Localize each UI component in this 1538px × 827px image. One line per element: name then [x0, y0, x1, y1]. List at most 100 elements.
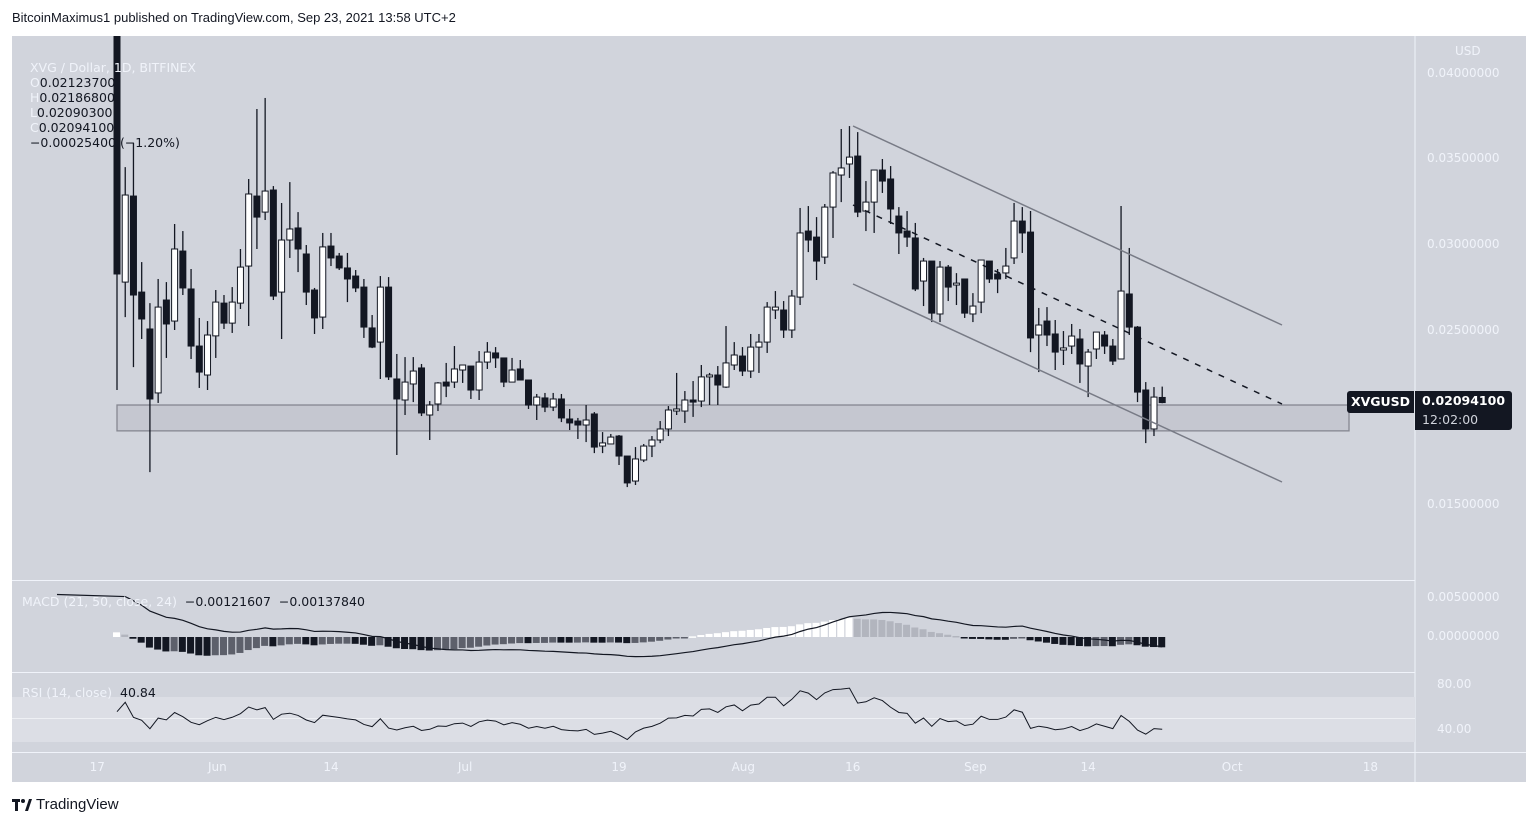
macd-histogram-bar	[837, 618, 845, 637]
macd-histogram-bar	[598, 637, 606, 643]
candle	[113, 36, 121, 391]
macd-histogram-bar	[565, 637, 573, 643]
macd-histogram-bar	[1059, 637, 1067, 645]
macd-title[interactable]: MACD (21, 50, close, 24)	[22, 594, 177, 609]
candle	[1059, 331, 1067, 366]
candle	[1125, 247, 1133, 336]
macd-histogram-bar	[927, 631, 935, 637]
candle-body	[689, 399, 697, 403]
candle	[1142, 382, 1150, 444]
channel-midline-dashed[interactable]	[852, 204, 1283, 405]
macd-histogram-bar	[1034, 637, 1042, 642]
rsi-tick: 80.00	[1437, 677, 1472, 691]
candle	[1035, 307, 1043, 373]
candle-body	[1027, 231, 1035, 339]
candle-body	[434, 382, 442, 405]
time-tick: 14	[1080, 760, 1096, 774]
candle	[837, 128, 845, 203]
macd-histogram-bar	[195, 637, 203, 656]
macd-histogram-bar	[187, 637, 195, 654]
candle	[952, 273, 960, 306]
macd-histogram-bar	[244, 637, 252, 651]
candle	[689, 381, 697, 417]
time-tick: Sep	[964, 760, 987, 774]
channel-lower-line[interactable]	[852, 283, 1283, 483]
rsi-band	[12, 697, 1415, 742]
close-value: 0.02094100	[38, 120, 115, 135]
candle	[1092, 331, 1100, 359]
macd-histogram-bar	[615, 637, 623, 643]
candle	[788, 290, 796, 338]
candle	[475, 351, 483, 401]
candle	[920, 257, 928, 307]
candle	[212, 290, 220, 358]
candle-body	[936, 266, 944, 315]
candle-body	[1125, 293, 1133, 328]
candle-body	[837, 167, 845, 176]
macd-histogram-bar	[968, 637, 976, 639]
candle-body	[1068, 335, 1076, 347]
candle-body	[615, 435, 623, 457]
candles-group	[113, 36, 1166, 488]
candle	[804, 206, 812, 253]
candle-body	[1101, 334, 1109, 347]
candle-body	[525, 379, 532, 406]
candle	[648, 436, 656, 458]
candle	[1158, 386, 1166, 404]
candle	[442, 362, 450, 398]
symbol-title[interactable]: XVG / Dollar, 1D, BITFINEX	[29, 60, 196, 75]
candle	[780, 301, 788, 338]
candle-body	[1150, 396, 1158, 430]
macd-histogram-bar	[1158, 637, 1166, 648]
ohlc-legend: XVG / Dollar, 1D, BITFINEX O0.02123700 H…	[22, 45, 200, 150]
candle-body	[204, 334, 212, 376]
macd-histogram-bar	[491, 637, 499, 645]
candle	[615, 435, 623, 466]
candle-body	[862, 201, 870, 212]
candle-body	[212, 301, 220, 337]
candle-body	[442, 381, 450, 387]
macd-histogram-bar	[590, 637, 598, 643]
candle-body	[944, 266, 952, 288]
macd-histogram-bar	[516, 637, 524, 644]
candle	[253, 108, 261, 249]
candle-body	[961, 278, 969, 314]
time-tick: Jul	[457, 760, 473, 774]
candle-body	[788, 295, 796, 331]
macd-tick: 0.00500000	[1427, 590, 1500, 604]
macd-histogram-bar	[672, 637, 680, 639]
candle-body	[1134, 326, 1142, 393]
candle	[730, 342, 738, 371]
candle	[738, 347, 746, 377]
macd-histogram-bar	[557, 637, 565, 643]
candle	[796, 207, 804, 306]
candle	[821, 203, 829, 264]
candle	[483, 342, 491, 369]
candle-body	[533, 396, 541, 406]
candle	[829, 171, 837, 238]
candle	[426, 401, 434, 441]
macd-legend: MACD (21, 50, close, 24) −0.00121607 −0.…	[22, 594, 365, 609]
rsi-title[interactable]: RSI (14, close)	[22, 685, 113, 700]
macd-histogram-bar	[763, 628, 771, 637]
macd-histogram-bar	[433, 637, 441, 651]
macd-histogram-bar	[1001, 637, 1009, 640]
candle-body	[1051, 333, 1059, 353]
macd-histogram-bar	[384, 637, 392, 647]
candle	[640, 443, 648, 463]
candle	[1109, 338, 1117, 366]
candle	[845, 126, 853, 178]
macd-histogram-bar	[985, 637, 993, 640]
candle	[1002, 247, 1010, 279]
candle-body	[335, 255, 343, 269]
candle	[903, 211, 911, 247]
candle-body	[1018, 220, 1026, 234]
channel-upper-line[interactable]	[852, 125, 1283, 326]
candle	[582, 405, 590, 443]
candle-body	[508, 369, 516, 383]
macd-histogram-bar	[722, 632, 730, 637]
candle-body	[747, 346, 755, 372]
candle	[1101, 331, 1109, 354]
tradingview-brand[interactable]: TradingView	[12, 796, 119, 813]
